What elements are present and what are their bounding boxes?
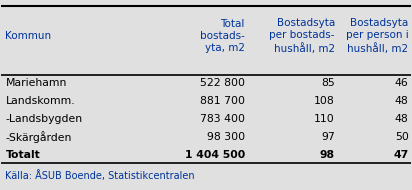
Text: 48: 48 <box>395 114 409 124</box>
Text: 85: 85 <box>321 78 335 88</box>
Text: 98: 98 <box>320 150 335 160</box>
Text: 108: 108 <box>314 96 335 106</box>
Text: 98 300: 98 300 <box>207 132 245 142</box>
Text: 50: 50 <box>395 132 409 142</box>
Text: Källa: ÅSUB Boende, Statistikcentralen: Källa: ÅSUB Boende, Statistikcentralen <box>5 170 195 181</box>
Text: 522 800: 522 800 <box>200 78 245 88</box>
Text: 881 700: 881 700 <box>200 96 245 106</box>
Text: -Skärgården: -Skärgården <box>5 131 72 143</box>
Text: Bostadsyta
per person i
hushåll, m2: Bostadsyta per person i hushåll, m2 <box>346 18 409 54</box>
Text: Total
bostads-
yta, m2: Total bostads- yta, m2 <box>200 19 245 53</box>
Text: 110: 110 <box>314 114 335 124</box>
Text: Kommun: Kommun <box>5 31 52 41</box>
Text: 47: 47 <box>393 150 409 160</box>
Text: 97: 97 <box>321 132 335 142</box>
Text: 1 404 500: 1 404 500 <box>185 150 245 160</box>
Text: -Landsbygden: -Landsbygden <box>5 114 83 124</box>
Text: Bostadsyta
per bostads-
hushåll, m2: Bostadsyta per bostads- hushåll, m2 <box>269 18 335 54</box>
Text: Mariehamn: Mariehamn <box>5 78 67 88</box>
Text: 48: 48 <box>395 96 409 106</box>
Text: 46: 46 <box>395 78 409 88</box>
Text: Totalt: Totalt <box>5 150 40 160</box>
Text: 783 400: 783 400 <box>200 114 245 124</box>
Text: Landskomm.: Landskomm. <box>5 96 75 106</box>
